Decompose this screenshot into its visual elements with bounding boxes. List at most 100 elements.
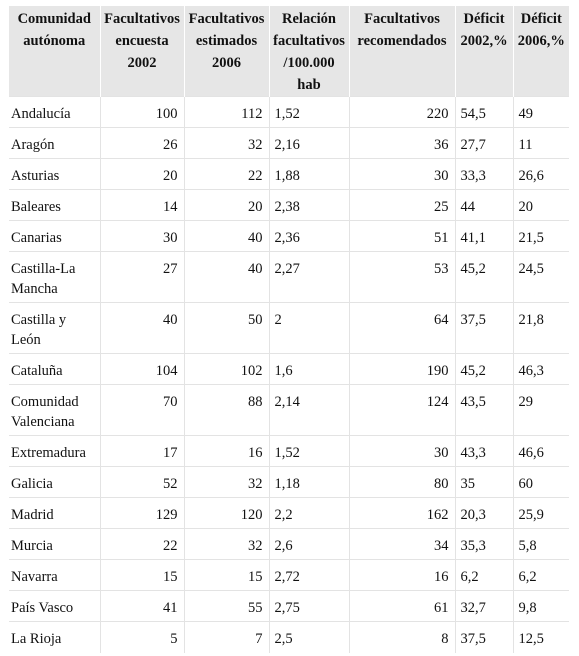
region-name-cell: Castilla y León [9,302,101,354]
value-cell: 11 [513,127,569,159]
value-cell: 35 [455,466,514,498]
table-row: Castilla y León 40 50 2 64 37,5 21,8 [9,302,569,354]
value-cell: 41,1 [455,220,514,252]
region-name-cell: Navarra [9,559,101,591]
value-cell: 100 [100,96,185,128]
value-cell: 20,3 [455,497,514,529]
value-cell: 2,2 [269,497,350,529]
column-header: Déficit 2006,% [517,11,565,49]
column-header: Comunidad autónoma [9,6,101,97]
value-cell: 16 [184,435,270,467]
value-cell: 120 [184,497,270,529]
value-cell: 30 [349,435,456,467]
value-cell: 104 [100,353,185,385]
column-header: Relación facultativos /100.000 hab [269,6,350,97]
value-cell: 14 [100,189,185,221]
table-row: Murcia 22 32 2,6 34 35,3 5,8 [9,528,569,560]
value-cell: 2,27 [269,251,350,303]
region-name-cell: Castilla-La Mancha [9,251,101,303]
value-cell: 45,2 [455,251,514,303]
column-header: Déficit 2002,% [455,6,514,97]
value-cell: 32 [184,528,270,560]
value-cell: 29 [513,384,569,436]
value-cell: 40 [184,220,270,252]
value-cell: 61 [349,590,456,622]
value-cell: 220 [349,96,456,128]
value-cell: 44 [455,189,514,221]
value-cell: 26 [100,127,185,159]
region-name-cell: Madrid [9,497,101,529]
value-cell: 49 [513,96,569,128]
table-row: Navarra 15 15 2,72 16 6,2 6,2 [9,559,569,591]
column-header: Facultativos estimados 2006 [184,6,270,97]
region-name-cell: Extremadura [9,435,101,467]
value-cell: 70 [100,384,185,436]
table-row: País Vasco 41 55 2,75 61 32,7 9,8 [9,590,569,622]
value-cell: 40 [100,302,185,354]
value-cell: 25,9 [513,497,569,529]
value-cell: 52 [100,466,185,498]
value-cell: 88 [184,384,270,436]
table-row: Madrid 129 120 2,2 162 20,3 25,9 [9,497,569,529]
header-row: Comunidad autónoma Facultativos encuesta… [9,6,569,97]
value-cell: 34 [349,528,456,560]
value-cell: 2,14 [269,384,350,436]
value-cell: 37,5 [455,621,514,653]
table-row: Andalucía 100 112 1,52 220 54,5 49 [9,96,569,128]
value-cell: 1,52 [269,435,350,467]
value-cell: 2,5 [269,621,350,653]
table-row: Asturias 20 22 1,88 30 33,3 26,6 [9,158,569,190]
value-cell: 162 [349,497,456,529]
value-cell: 5,8 [513,528,569,560]
value-cell: 43,5 [455,384,514,436]
value-cell: 27 [100,251,185,303]
region-name-cell: Comunidad Valenciana [9,384,101,436]
value-cell: 1,52 [269,96,350,128]
value-cell: 20 [513,189,569,221]
value-cell: 8 [349,621,456,653]
value-cell: 21,5 [513,220,569,252]
value-cell: 2,75 [269,590,350,622]
region-name-cell: Asturias [9,158,101,190]
value-cell: 7 [184,621,270,653]
value-cell: 46,3 [513,353,569,385]
value-cell: 124 [349,384,456,436]
value-cell: 50 [184,302,270,354]
table-row: Cataluña 104 102 1,6 190 45,2 46,3 [9,353,569,385]
value-cell: 2,6 [269,528,350,560]
region-name-cell: Galicia [9,466,101,498]
value-cell: 60 [513,466,569,498]
table-row: Baleares 14 20 2,38 25 44 20 [9,189,569,221]
value-cell: 190 [349,353,456,385]
value-cell: 55 [184,590,270,622]
value-cell: 51 [349,220,456,252]
value-cell: 15 [184,559,270,591]
value-cell: 20 [184,189,270,221]
value-cell: 2,72 [269,559,350,591]
region-name-cell: Baleares [9,189,101,221]
value-cell: 53 [349,251,456,303]
value-cell: 1,6 [269,353,350,385]
value-cell: 64 [349,302,456,354]
table-row: La Rioja 5 7 2,5 8 37,5 12,5 [9,621,569,653]
value-cell: 6,2 [455,559,514,591]
value-cell: 1,18 [269,466,350,498]
value-cell: 6,2 [513,559,569,591]
value-cell: 32 [184,466,270,498]
value-cell: 54,5 [455,96,514,128]
value-cell: 20 [100,158,185,190]
value-cell: 2,38 [269,189,350,221]
value-cell: 30 [349,158,456,190]
region-name-cell: La Rioja [9,621,101,653]
value-cell: 22 [100,528,185,560]
value-cell: 5 [100,621,185,653]
region-name-cell: Murcia [9,528,101,560]
value-cell: 2,36 [269,220,350,252]
table-row: Aragón 26 32 2,16 36 27,7 11 [9,127,569,159]
table-row: Comunidad Valenciana 70 88 2,14 124 43,5 29 [9,384,569,436]
value-cell: 21,8 [513,302,569,354]
value-cell: 37,5 [455,302,514,354]
column-header: Facultativos recomendados [349,6,456,97]
value-cell: 25 [349,189,456,221]
